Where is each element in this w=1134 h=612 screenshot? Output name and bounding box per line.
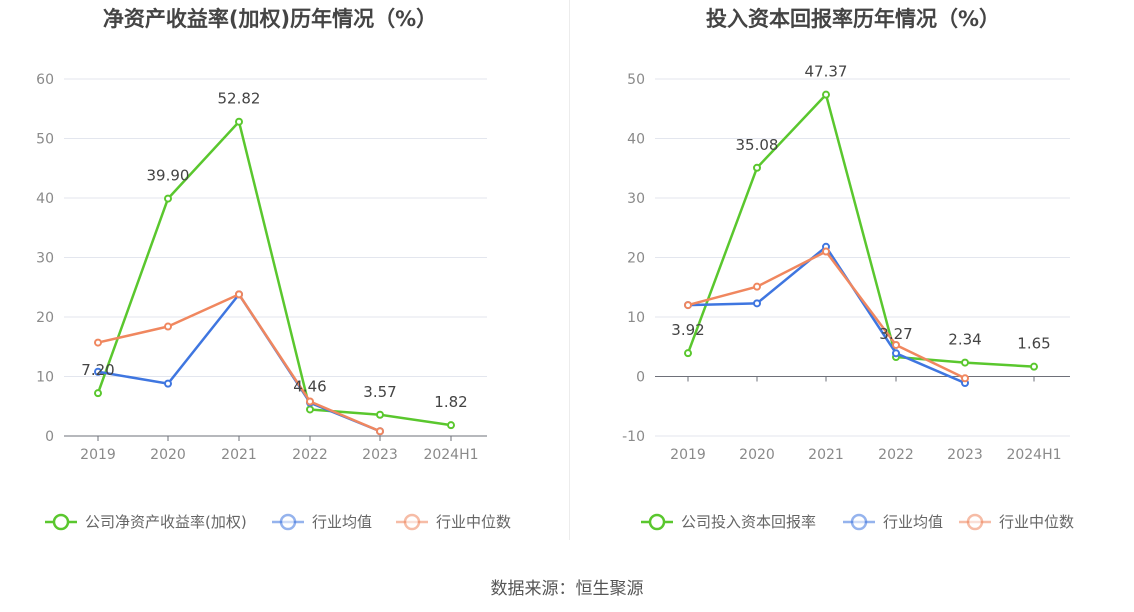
series-point-2 (235, 290, 243, 299)
y-tick-label: -10 (622, 429, 645, 445)
series-point-1 (892, 349, 900, 358)
series-point-2 (164, 322, 172, 331)
x-tick-label: 2019 (80, 447, 116, 463)
series-point-2 (306, 397, 314, 406)
data-label: 2.34 (948, 331, 981, 349)
y-tick-label: 60 (36, 72, 54, 88)
x-tick-label: 2022 (878, 447, 914, 463)
legend-swatch-marker (966, 513, 984, 531)
series-point-2 (94, 338, 102, 347)
legend-swatch-marker (648, 513, 666, 531)
data-label: 1.65 (1017, 335, 1050, 353)
data-label: 3.27 (879, 325, 912, 343)
series-point-1 (164, 379, 172, 388)
legend-label: 行业均值 (312, 513, 372, 531)
data-label: 3.92 (671, 321, 704, 339)
series-point-0 (164, 194, 172, 203)
series-point-0 (1030, 362, 1038, 371)
data-label: 52.82 (218, 90, 261, 108)
y-tick-label: 0 (45, 429, 54, 445)
legend-label: 公司投入资本回报率 (681, 513, 816, 531)
x-tick-label: 2023 (362, 447, 398, 463)
series-point-0 (306, 405, 314, 414)
series-point-0 (447, 421, 455, 430)
series-point-2 (892, 340, 900, 349)
data-label: 47.37 (805, 63, 848, 81)
data-label: 7.20 (81, 361, 114, 379)
x-tick-label: 2021 (808, 447, 844, 463)
series-line-0 (96, 120, 452, 427)
data-label: 1.82 (434, 393, 467, 411)
legend-swatch-marker (403, 513, 421, 531)
y-tick-label: 50 (36, 132, 54, 148)
legend-label: 行业中位数 (999, 513, 1074, 531)
series-point-1 (753, 299, 761, 308)
series-point-2 (684, 301, 692, 310)
chart-title: 净资产收益率(加权)历年情况（%） (103, 7, 437, 31)
series-point-0 (376, 410, 384, 419)
x-tick-label: 2024H1 (423, 447, 478, 463)
x-tick-label: 2023 (947, 447, 983, 463)
x-tick-label: 2020 (150, 447, 186, 463)
legend-swatch-marker (850, 513, 868, 531)
x-tick-label: 2022 (292, 447, 328, 463)
x-tick-label: 2021 (221, 447, 257, 463)
data-source-text: 数据来源：恒生聚源 (490, 579, 644, 599)
x-tick-label: 2024H1 (1006, 447, 1061, 463)
legend-label: 行业均值 (883, 513, 943, 531)
y-tick-label: 10 (627, 310, 645, 326)
y-tick-label: 20 (36, 310, 54, 326)
series-point-0 (822, 90, 830, 99)
chart-title: 投入资本回报率历年情况（%） (706, 7, 1000, 31)
x-tick-label: 2019 (670, 447, 706, 463)
y-tick-label: 30 (36, 251, 54, 267)
legend-swatch-marker (52, 513, 70, 531)
y-tick-label: 30 (627, 191, 645, 207)
series-point-2 (961, 374, 969, 383)
y-tick-label: 20 (627, 251, 645, 267)
series-point-0 (684, 349, 692, 358)
series-point-0 (753, 163, 761, 172)
y-tick-label: 0 (636, 370, 645, 386)
y-tick-label: 40 (36, 191, 54, 207)
y-tick-label: 10 (36, 370, 54, 386)
series-point-1 (94, 367, 102, 376)
series-point-2 (822, 247, 830, 256)
chart-divider (569, 0, 570, 540)
data-label: 3.57 (363, 383, 396, 401)
data-label: 35.08 (736, 136, 779, 154)
series-point-2 (376, 427, 384, 436)
legend-swatch-marker (279, 513, 297, 531)
data-label: 39.90 (147, 167, 190, 185)
series-point-0 (961, 358, 969, 367)
legend-label: 行业中位数 (436, 513, 511, 531)
series-line-0 (686, 93, 1035, 368)
series-line-2 (687, 250, 966, 380)
legend-label: 公司净资产收益率(加权) (85, 513, 247, 531)
y-tick-label: 50 (627, 72, 645, 88)
series-point-0 (235, 117, 243, 126)
x-tick-label: 2020 (739, 447, 775, 463)
series-point-0 (94, 389, 102, 398)
series-point-2 (753, 282, 761, 291)
y-tick-label: 40 (627, 132, 645, 148)
data-label: 4.46 (293, 377, 326, 395)
series-line-1 (687, 245, 966, 385)
